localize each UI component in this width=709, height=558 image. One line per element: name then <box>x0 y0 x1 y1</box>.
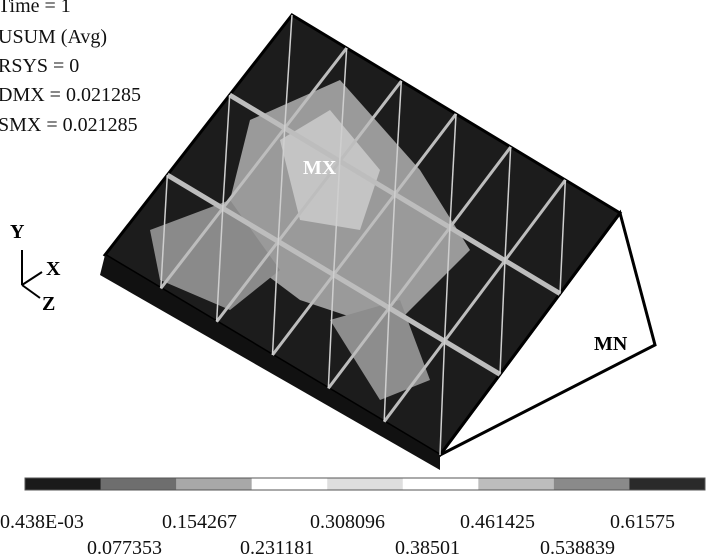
legend-labels: 0.438E-03 0.154267 0.308096 0.461425 0.6… <box>0 511 675 558</box>
axis-triad: Y X Z <box>10 221 61 315</box>
legend-swatch <box>101 478 177 490</box>
legend-label: 0.077353 <box>87 537 162 558</box>
legend-bar <box>25 478 706 490</box>
legend-swatch <box>327 478 403 490</box>
info-text: Time = 1 USUM (Avg) RSYS = 0 DMX = 0.021… <box>0 0 141 136</box>
legend-swatch <box>403 478 479 490</box>
legend-swatch <box>25 478 101 490</box>
legend-label: 0.461425 <box>460 511 535 533</box>
info-line: USUM (Avg) <box>0 26 107 48</box>
max-label: MX <box>303 157 337 179</box>
triad-label: X <box>46 258 61 280</box>
info-line: Time = 1 <box>0 0 71 17</box>
triad-label: Y <box>10 221 25 243</box>
legend-label: 0.538839 <box>540 537 615 558</box>
legend-label: 0.231181 <box>240 537 314 558</box>
legend-label: 0.308096 <box>310 511 385 533</box>
model <box>100 15 655 470</box>
legend-label: 0.438E-03 <box>0 511 84 533</box>
legend-swatch <box>252 478 328 490</box>
legend-label: 0.38501 <box>395 537 460 558</box>
legend-label: 0.61575 <box>610 511 675 533</box>
legend-swatch <box>554 478 630 490</box>
legend-label: 0.154267 <box>162 511 237 533</box>
info-line: DMX = 0.021285 <box>0 84 141 106</box>
info-line: SMX = 0.021285 <box>0 114 138 136</box>
legend-swatch <box>478 478 554 490</box>
contour-plot: Time = 1 USUM (Avg) RSYS = 0 DMX = 0.021… <box>0 0 709 558</box>
triad-line <box>22 272 42 285</box>
legend-swatch <box>629 478 705 490</box>
info-line: RSYS = 0 <box>0 55 79 77</box>
legend-swatch <box>176 478 252 490</box>
min-label: MN <box>594 333 628 355</box>
screenshot: Time = 1 USUM (Avg) RSYS = 0 DMX = 0.021… <box>0 0 709 558</box>
triad-line <box>22 285 40 298</box>
triad-label: Z <box>42 293 55 315</box>
